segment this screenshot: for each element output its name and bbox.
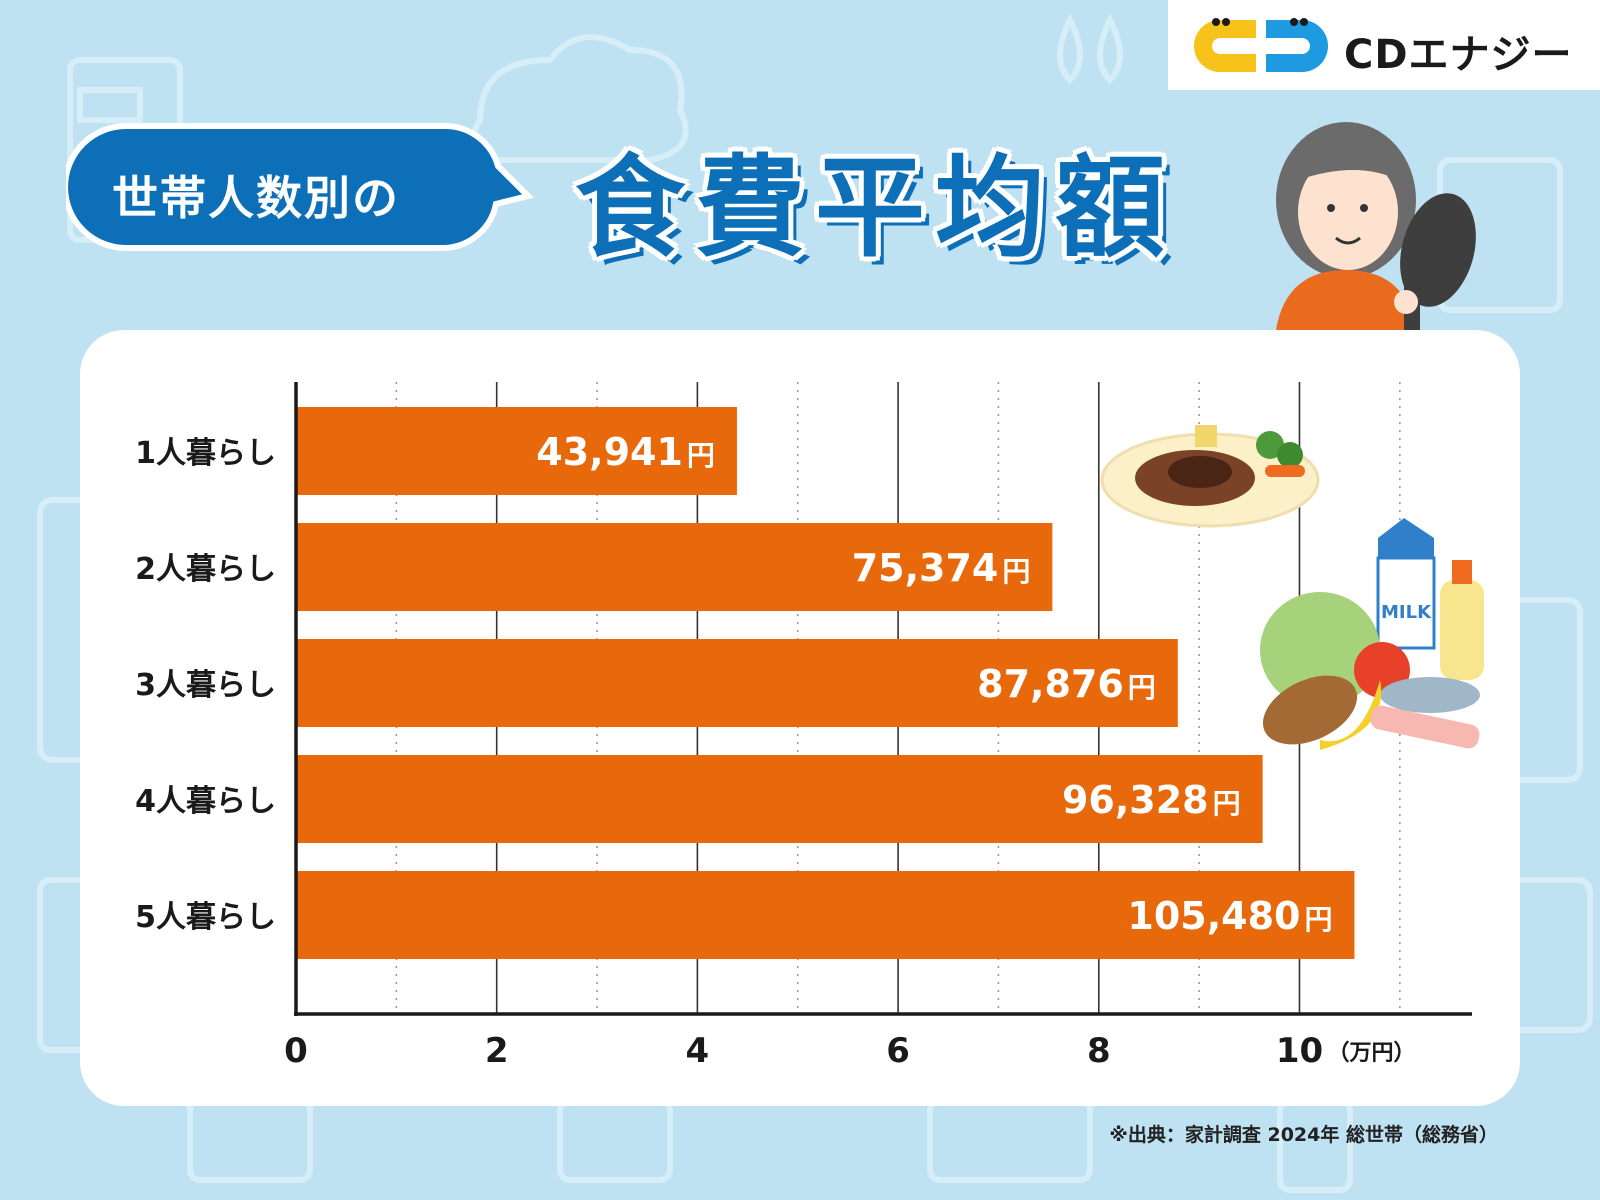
bar: [296, 639, 1178, 727]
value-label: 43,941 円: [536, 430, 715, 474]
page-title: 食費平均額: [575, 144, 1175, 272]
source-note: ※出典：家計調査 2024年 総世帯（総務省）: [1109, 1124, 1498, 1146]
category-label: 1人暮らし: [135, 436, 276, 471]
bar: [296, 871, 1355, 959]
value-label: 75,374 円: [852, 546, 1031, 590]
value-label: 87,876 円: [977, 662, 1156, 706]
brand-name: CDエナジー: [1344, 32, 1573, 78]
bar: [296, 755, 1263, 843]
category-label: 2人暮らし: [135, 552, 276, 587]
bar: [296, 523, 1053, 611]
brand-logo: CDエナジー: [1168, 0, 1600, 90]
svg-text:MILK: MILK: [1381, 602, 1432, 623]
category-label: 5人暮らし: [135, 900, 276, 935]
value-label: 105,480 円: [1127, 894, 1332, 938]
bar: [296, 407, 737, 495]
tick-label: 10: [1276, 1031, 1323, 1071]
tick-label: 4: [686, 1031, 710, 1071]
chart-card: MILK 1人暮らし 43,941 円 2人暮らし 75,374 円 3人暮らし 87,876…: [80, 330, 1520, 1106]
tick-label: 6: [886, 1031, 910, 1071]
bubble-label: 世帯人数別の: [112, 171, 400, 225]
tick-label: 0: [284, 1031, 308, 1071]
groceries-icon: MILK: [1260, 518, 1484, 750]
speech-bubble: [66, 123, 534, 251]
category-label: 4人暮らし: [135, 784, 276, 819]
axis-unit: （万円）: [1327, 1041, 1415, 1066]
steak-plate-icon: [1100, 425, 1320, 528]
brand-logo-mark: [1194, 18, 1328, 72]
bar-chart: MILK 1人暮らし 43,941 円 2人暮らし 75,374 円 3人暮らし 87,876…: [135, 382, 1484, 1071]
tick-label: 2: [485, 1031, 509, 1071]
cook-woman-illustration: [1276, 122, 1476, 330]
value-label: 96,328 円: [1062, 778, 1241, 822]
category-label: 3人暮らし: [135, 668, 276, 703]
tick-label: 8: [1087, 1031, 1111, 1071]
